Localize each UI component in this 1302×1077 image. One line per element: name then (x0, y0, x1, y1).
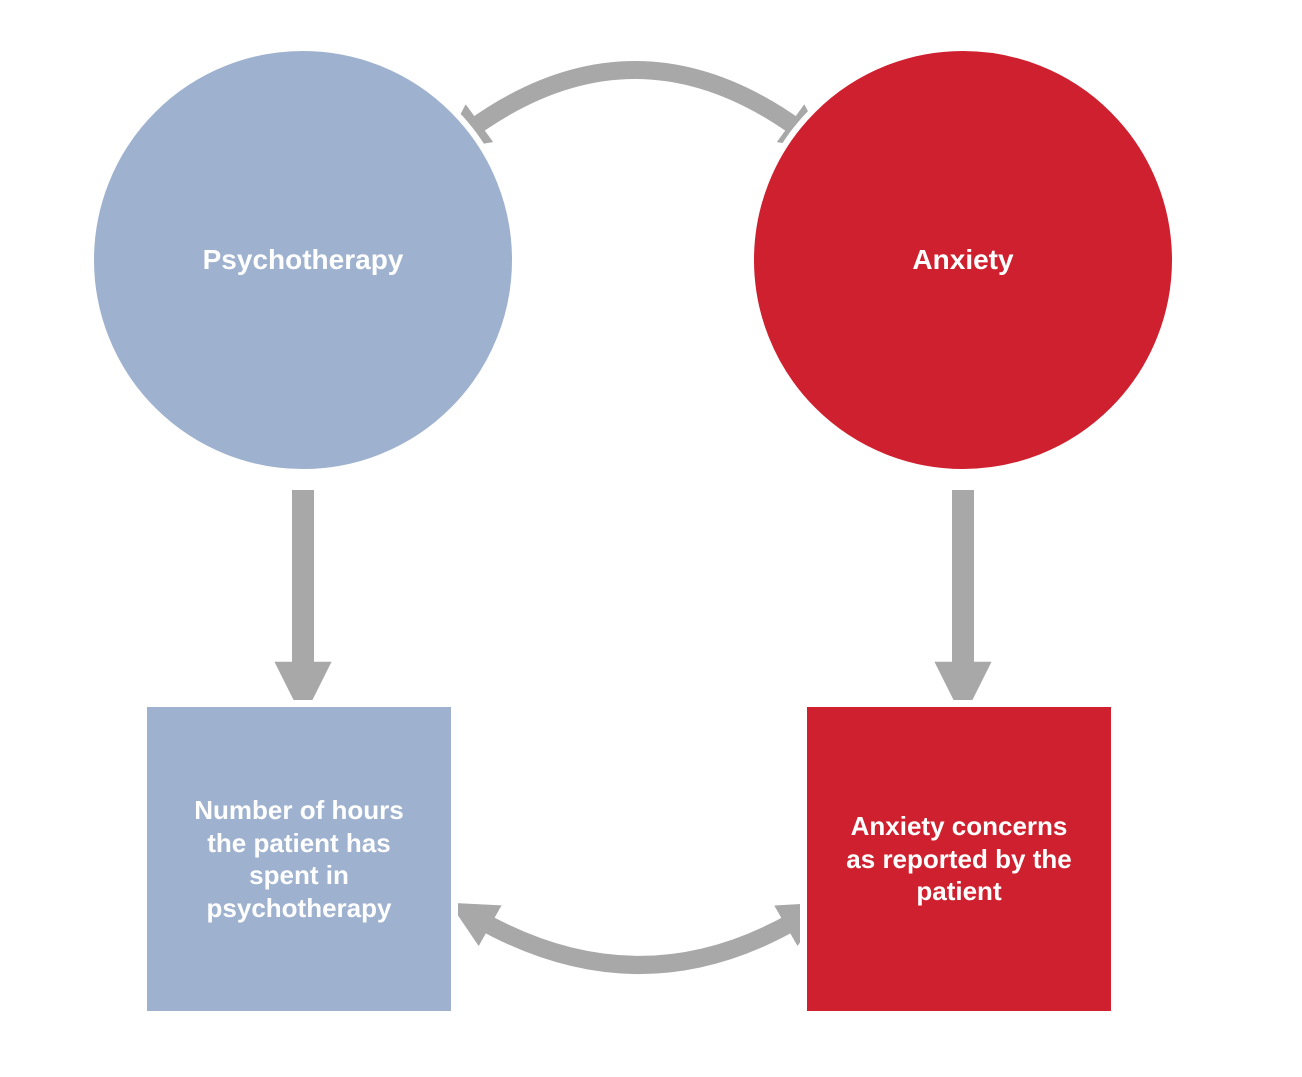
top-double-arrow (470, 70, 800, 130)
psychotherapy-hours-label: Number of hours the patient has spent in… (179, 794, 419, 924)
psychotherapy-label: Psychotherapy (203, 244, 404, 276)
psychotherapy-hours-box: Number of hours the patient has spent in… (140, 700, 458, 1018)
bottom-double-arrow (480, 920, 796, 965)
anxiety-concerns-box: Anxiety concerns as reported by the pati… (800, 700, 1118, 1018)
anxiety-label: Anxiety (912, 244, 1013, 276)
anxiety-concerns-label: Anxiety concerns as reported by the pati… (839, 810, 1079, 908)
psychotherapy-circle: Psychotherapy (88, 45, 518, 475)
diagram-stage: Psychotherapy Anxiety Number of hours th… (0, 0, 1302, 1077)
anxiety-circle: Anxiety (748, 45, 1178, 475)
